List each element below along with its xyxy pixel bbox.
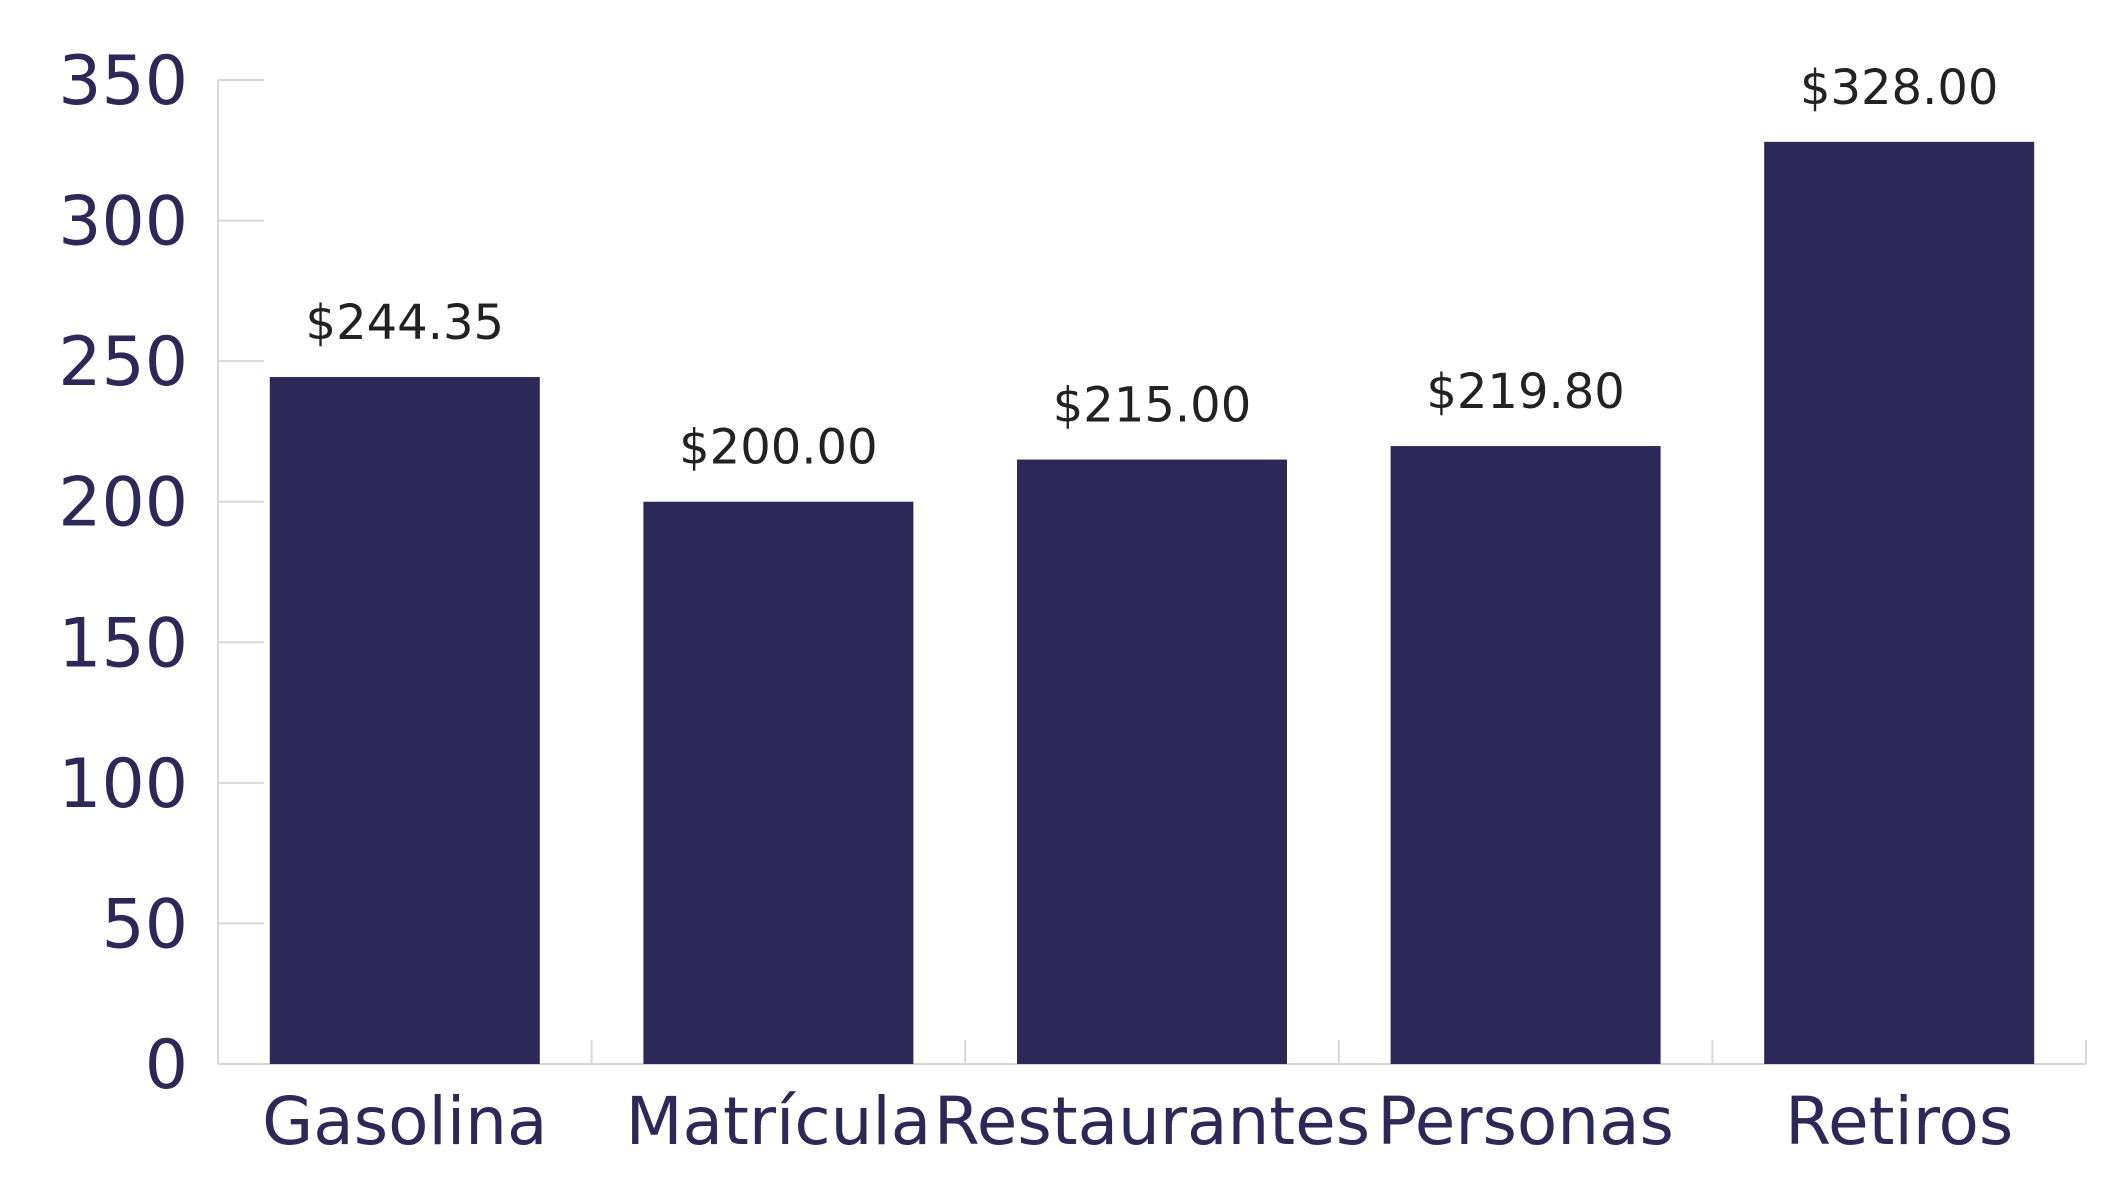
x-tick-label: Retiros xyxy=(1785,1083,2013,1160)
x-tick-label: Personas xyxy=(1377,1083,1674,1160)
bar-personas xyxy=(1390,446,1661,1065)
y-axis-ticks: 0 50 100 150 200 250 300 350 xyxy=(58,42,264,1105)
y-tick-label: 0 xyxy=(145,1026,188,1105)
x-tick-label: Matrícula xyxy=(626,1083,932,1160)
y-tick-label: 100 xyxy=(58,745,188,824)
y-tick-label: 250 xyxy=(58,323,188,402)
bar-restaurantes xyxy=(1017,459,1287,1064)
data-labels: $244.35 $200.00 $215.00 $219.80 $328.00 xyxy=(306,60,1999,476)
bar-matrícula xyxy=(643,501,914,1064)
y-tick-label: 200 xyxy=(58,464,188,543)
y-tick-label: 150 xyxy=(58,604,188,683)
data-label: $215.00 xyxy=(1053,378,1252,434)
bars xyxy=(269,141,2035,1065)
data-label: $328.00 xyxy=(1800,60,1999,116)
y-tick-label: 300 xyxy=(58,183,188,262)
x-tick-label: Gasolina xyxy=(262,1083,547,1160)
y-tick-label: 50 xyxy=(101,885,188,964)
bar-retiros xyxy=(1764,141,2035,1064)
x-tick-label: Restaurantes xyxy=(934,1083,1370,1160)
data-label: $200.00 xyxy=(679,420,878,476)
data-label: $244.35 xyxy=(306,295,505,351)
bar-gasolina xyxy=(269,377,540,1064)
y-tick-label: 350 xyxy=(58,42,188,121)
data-label: $219.80 xyxy=(1426,364,1625,420)
x-axis-ticks: Gasolina Matrícula Restaurantes Personas Ret… xyxy=(262,1040,2087,1160)
